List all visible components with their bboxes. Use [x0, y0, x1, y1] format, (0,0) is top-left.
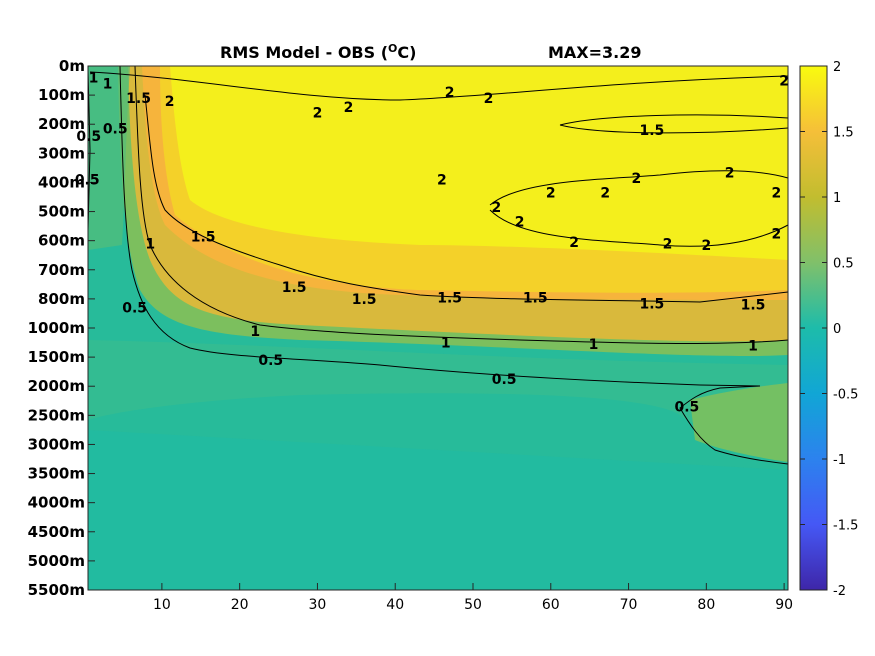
- contour-label: 1.5: [437, 290, 462, 306]
- colorbar-tick-label: -1.5: [833, 519, 858, 534]
- contour-label: 0.5: [674, 400, 699, 416]
- contour-line-2-wave-top: [89, 71, 788, 101]
- contour-line-0-5: [119, 66, 788, 465]
- y-tick-label: 1500m: [28, 348, 85, 366]
- contour-label: 2: [631, 171, 641, 187]
- y-tick-label: 100m: [38, 86, 85, 104]
- y-tick-label: 800m: [38, 290, 85, 308]
- y-tick-label: 700m: [38, 261, 85, 279]
- contour-label: 2: [725, 165, 735, 181]
- contour-label: 2: [600, 186, 610, 202]
- y-tick-label: 1000m: [28, 319, 85, 337]
- x-tick-label: 50: [464, 597, 482, 613]
- contour-line-1: [134, 66, 788, 344]
- y-tick-label: 0m: [59, 57, 85, 75]
- contour-label: 1.5: [352, 292, 377, 308]
- contour-label: 1: [89, 71, 99, 87]
- title-superscript: O: [388, 42, 397, 55]
- contour-label: 1.5: [282, 280, 307, 296]
- y-tick-label: 3500m: [28, 465, 85, 483]
- contour-label: 2: [771, 226, 781, 242]
- contour-label: 2: [515, 215, 525, 231]
- contour-label: 1.5: [523, 290, 548, 306]
- contour-label: 0.5: [258, 353, 283, 369]
- x-axis-labels: 10 20 30 40 50 60 70 80 90: [153, 597, 793, 613]
- chart-title: RMS Model - OBS (OC): [220, 42, 416, 63]
- contour-line-2-wave-mid: [489, 170, 788, 247]
- contour-label: 2: [771, 186, 781, 202]
- x-tick-label: 70: [620, 597, 638, 613]
- contour-label: 1: [748, 338, 758, 354]
- y-tick-label: 5000m: [28, 552, 85, 570]
- x-tick-label: 30: [309, 597, 327, 613]
- contour-label: 2: [445, 85, 455, 101]
- contour-label: 2: [313, 106, 323, 122]
- y-tick-label: 2500m: [28, 406, 85, 424]
- colorbar-tick-label: -1: [833, 453, 846, 468]
- contour-label: 1.5: [126, 91, 151, 107]
- y-tick-label: 400m: [38, 173, 85, 191]
- contour-label: 2: [165, 94, 175, 110]
- contour-line-1-5: [144, 94, 788, 303]
- contour-label: 1.5: [191, 229, 216, 245]
- contour-label: 2: [779, 74, 789, 90]
- contour-label: 0.5: [103, 122, 128, 138]
- y-tick-label: 5500m: [28, 581, 85, 599]
- contour-label: 1: [589, 337, 599, 353]
- colorbar-tick-label: -0.5: [833, 388, 858, 403]
- contour-label: 2: [546, 186, 556, 202]
- y-tick-label: 3000m: [28, 435, 85, 453]
- plot-frame: [87, 65, 789, 591]
- y-tick-label: 300m: [38, 144, 85, 162]
- contour-label: 2: [484, 91, 494, 107]
- y-tick-label: 500m: [38, 203, 85, 221]
- colorbar-tick-label: 0: [833, 322, 841, 337]
- contour-line-0-5-left: [88, 69, 91, 310]
- y-tick-label: 200m: [38, 115, 85, 133]
- x-tick-label: 20: [231, 597, 249, 613]
- contour-label: 2: [491, 200, 501, 216]
- contour-label: 2: [344, 100, 354, 116]
- contour-label: 1.5: [639, 296, 664, 312]
- colorbar-ticks: 2 1.5 1 0.5 0 -0.5 -1 -1.5 -2: [800, 60, 858, 599]
- y-tick-label: 600m: [38, 232, 85, 250]
- contour-lines: [88, 66, 788, 465]
- contour-label: 0.5: [76, 129, 101, 145]
- contour-label: 0.5: [492, 372, 517, 388]
- colorbar-tick-label: 1: [833, 191, 841, 206]
- x-tick-label: 10: [153, 597, 171, 613]
- contour-label: 0.5: [75, 173, 100, 189]
- contour-label: 2: [663, 237, 673, 253]
- contour-label: 1.5: [639, 123, 664, 139]
- x-tick-label: 90: [775, 597, 793, 613]
- contour-label: 2: [701, 238, 711, 254]
- y-axis-labels: 0m 100m 200m 300m 400m 500m 600m 700m 800m 1000m 1…: [28, 57, 85, 599]
- max-label: MAX=3.29: [548, 43, 642, 62]
- contour-label: 0.5: [122, 301, 147, 317]
- contour-label: 2: [569, 235, 579, 251]
- x-tick-label: 80: [697, 597, 715, 613]
- heatmap-field: [88, 66, 788, 590]
- contour-label: 1.5: [741, 298, 766, 314]
- x-tick-label: 60: [542, 597, 560, 613]
- contour-line-2-wave-upper: [559, 114, 788, 134]
- contour-label: 1: [103, 76, 113, 92]
- colorbar-tick-label: 2: [833, 60, 841, 75]
- contour-label: 1: [441, 336, 451, 352]
- contour-label: 1: [145, 237, 155, 253]
- y-tick-label: 4000m: [28, 494, 85, 512]
- y-tick-label: 2000m: [28, 377, 85, 395]
- y-tick-label: 4500m: [28, 523, 85, 541]
- x-tick-label: 40: [386, 597, 404, 613]
- colorbar-tick-label: 0.5: [833, 257, 854, 272]
- contour-label: 1: [250, 324, 260, 340]
- contour-label: 2: [437, 173, 447, 189]
- colorbar-tick-label: -2: [833, 584, 846, 599]
- colorbar-tick-label: 1.5: [833, 126, 854, 141]
